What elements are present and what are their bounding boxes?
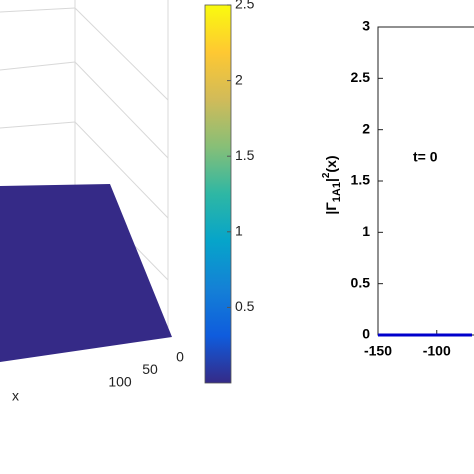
y-label-part: |: [323, 178, 339, 182]
colorbar: [204, 4, 232, 384]
annotation: t= 0: [413, 149, 438, 165]
y-label-part: (x): [323, 155, 339, 172]
x-tick-label: 0: [176, 349, 184, 365]
x-tick-label: -150: [364, 343, 392, 359]
y-label-part: 2: [321, 172, 332, 178]
y-label-part: 1A1: [331, 182, 343, 202]
y-tick-label: 2.5: [351, 69, 371, 85]
y-tick-label: 0: [362, 326, 370, 342]
y-axis-label: |Γ1A1|2(x): [321, 155, 343, 214]
x-tick-label: -100: [423, 343, 451, 359]
colorbar-tick-label: 1.5: [235, 147, 255, 163]
y-label-part: |Γ: [323, 202, 339, 215]
x-tick-label: 100: [108, 374, 132, 390]
colorbar-tick-label: 0.5: [235, 298, 255, 314]
colorbar-tick-label: 2.5: [235, 0, 255, 12]
surface: [0, 184, 172, 362]
x-tick-label: 50: [142, 361, 158, 377]
y-tick-label: 1.5: [351, 172, 371, 188]
y-tick-label: 0.5: [351, 274, 371, 290]
colorbar-tick-label: 2: [235, 71, 243, 87]
axes-frame: [377, 26, 474, 336]
y-tick-label: 3: [362, 18, 370, 34]
y-tick-label: 2: [362, 120, 370, 136]
y-tick-label: 1: [362, 223, 370, 239]
x-axis-label: x: [12, 388, 19, 404]
colorbar-tick-label: 1: [235, 223, 243, 239]
